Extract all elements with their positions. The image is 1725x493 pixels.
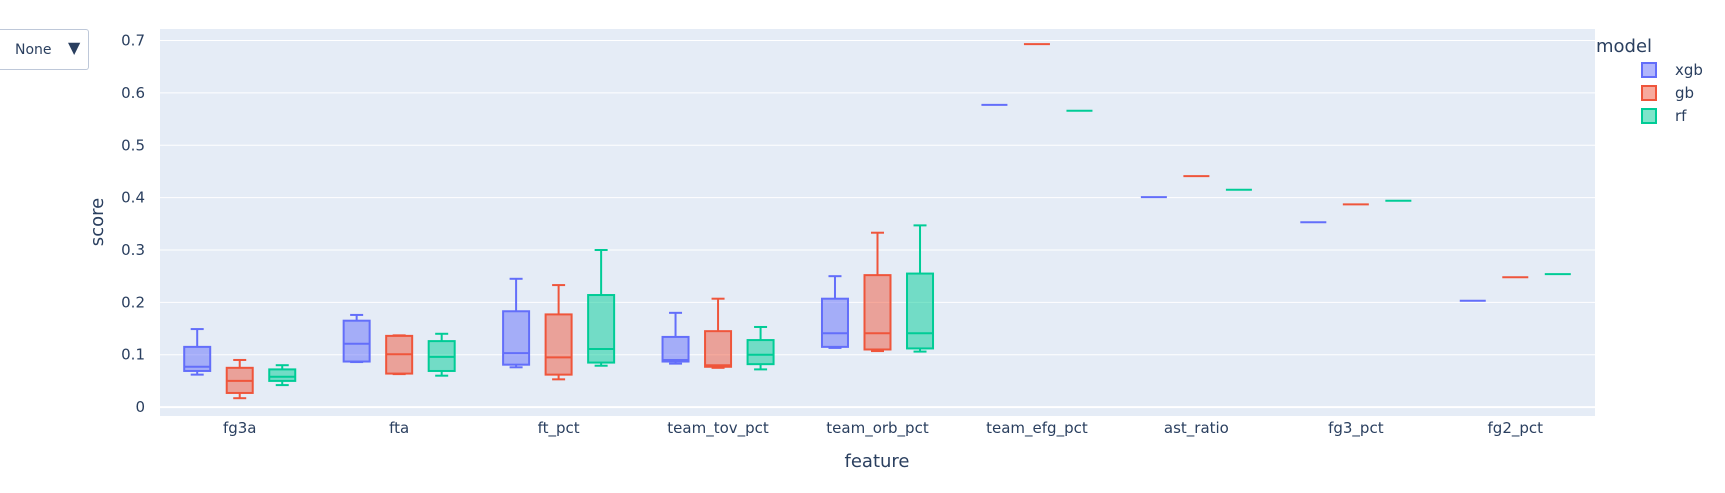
box-iqr (268, 368, 297, 382)
box-xgb-team_orb_pct[interactable] (820, 275, 849, 349)
box-iqr (544, 313, 573, 376)
y-tick-label: 0.7 (121, 32, 145, 50)
box-iqr (661, 335, 690, 363)
filter-dropdown[interactable]: None ▼ (0, 29, 89, 70)
box-iqr (820, 297, 849, 348)
box-xgb-ft_pct[interactable] (502, 277, 531, 369)
box-traces (183, 43, 1571, 400)
box-rf-team_orb_pct[interactable] (906, 224, 935, 353)
x-axis-title: feature (845, 451, 910, 472)
caret-down-icon: ▼ (68, 38, 81, 57)
box-gb-fta[interactable] (385, 334, 414, 376)
y-tick-label: 0.2 (121, 293, 145, 311)
x-tick-label: ast_ratio (1164, 419, 1229, 438)
y-tick-label: 0.6 (121, 84, 145, 102)
x-tick-label: team_orb_pct (826, 419, 929, 438)
box-iqr (502, 310, 531, 366)
box-xgb-fta[interactable] (342, 313, 371, 364)
legend-swatch (1641, 108, 1657, 124)
y-tick-label: 0.5 (121, 136, 145, 154)
legend-label: xgb (1675, 61, 1703, 79)
box-xgb-team_tov_pct[interactable] (661, 311, 690, 365)
legend-label: rf (1675, 107, 1687, 125)
y-axis-ticks: 0 0.1 0.2 0.3 0.4 0.5 0.6 0.7 (121, 32, 145, 417)
x-tick-label: team_efg_pct (986, 419, 1088, 438)
y-tick-label: 0 (135, 398, 145, 416)
box-iqr (906, 272, 935, 350)
legend-item-rf[interactable]: rf (1641, 107, 1687, 125)
box-rf-team_tov_pct[interactable] (746, 325, 775, 371)
x-tick-label: team_tov_pct (667, 419, 769, 438)
dropdown-selected-value: None (15, 42, 52, 58)
y-axis-title: score (87, 198, 108, 246)
y-tick-label: 0.3 (121, 241, 145, 259)
legend-label: gb (1675, 84, 1694, 102)
legend: model xgb gb rf (1596, 36, 1703, 125)
x-tick-label: fta (389, 419, 409, 437)
box-rf-fta[interactable] (427, 332, 456, 377)
y-tick-label: 0.1 (121, 346, 145, 364)
legend-title: model (1596, 36, 1652, 57)
box-iqr (746, 339, 775, 366)
box-gb-team_orb_pct[interactable] (863, 231, 892, 353)
y-tick-label: 0.4 (121, 189, 145, 207)
x-tick-label: fg3a (223, 419, 257, 437)
legend-item-gb[interactable]: gb (1641, 84, 1694, 102)
box-iqr (342, 319, 371, 363)
x-tick-label: fg2_pct (1488, 419, 1544, 438)
box-iqr (587, 294, 616, 364)
box-xgb-fg3a[interactable] (183, 328, 212, 376)
x-tick-label: fg3_pct (1328, 419, 1384, 438)
box-rf-ft_pct[interactable] (587, 248, 616, 367)
x-tick-label: ft_pct (538, 419, 580, 438)
legend-swatch (1641, 85, 1657, 101)
legend-swatch (1641, 62, 1657, 78)
box-iqr (863, 274, 892, 351)
box-gb-ft_pct[interactable] (544, 284, 573, 381)
x-axis-ticks: fg3a fta ft_pct team_tov_pct team_orb_pct tea… (223, 419, 1543, 438)
plot-background (160, 29, 1595, 416)
box-iqr (704, 330, 733, 368)
box-gb-team_tov_pct[interactable] (704, 297, 733, 369)
box-rf-fg3a[interactable] (268, 364, 297, 387)
box-gb-fg3a[interactable] (225, 358, 254, 400)
legend-item-xgb[interactable]: xgb (1641, 61, 1703, 79)
